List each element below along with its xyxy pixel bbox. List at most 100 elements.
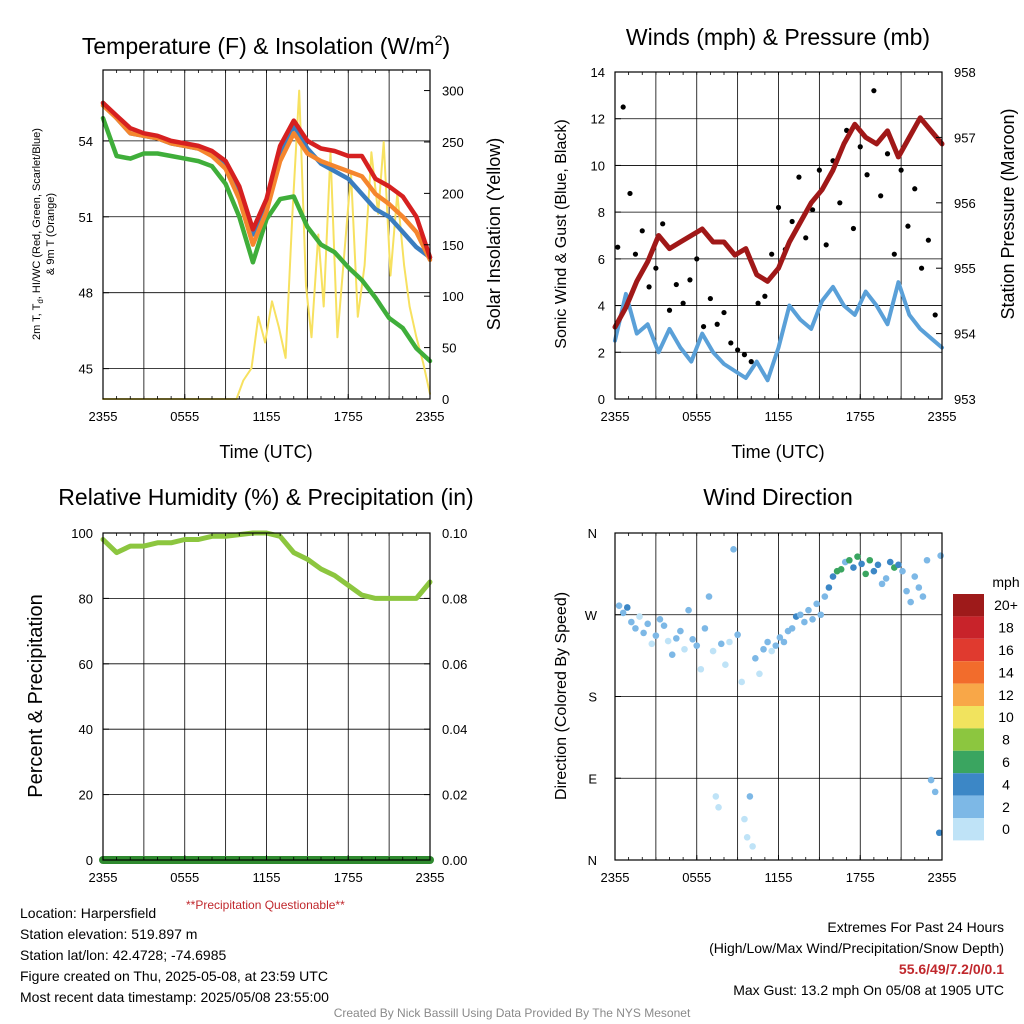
- x-tick-label: 1155: [765, 870, 793, 885]
- legend-swatch: [953, 818, 984, 841]
- humidity-panel: Relative Humidity (%) & Precipitation (i…: [25, 484, 474, 885]
- precipitation-note: **Precipitation Questionable**: [186, 898, 345, 912]
- direction-point: [648, 640, 656, 648]
- temperature-panel-title: Temperature (F) & Insolation (W/m2): [82, 32, 450, 59]
- legend-swatch: [953, 728, 984, 751]
- x-tick-label: 2355: [416, 409, 445, 424]
- x-tick-label: 2355: [89, 870, 118, 885]
- y-tick-label: 955: [954, 261, 976, 276]
- gust-point: [632, 251, 639, 257]
- gust-point: [646, 284, 652, 290]
- legend-label: 6: [1002, 754, 1010, 770]
- gust-point: [816, 167, 822, 173]
- y-tick-label: 957: [954, 130, 976, 145]
- figure-created: Figure created on Thu, 2025-05-08, at 23…: [20, 968, 328, 984]
- direction-point: [846, 556, 853, 564]
- y-tick-label: 100: [442, 289, 464, 304]
- y-tick-label: 953: [954, 392, 976, 407]
- y-tick-label: E: [588, 771, 597, 786]
- y-tick-label: 0.08: [442, 591, 467, 606]
- direction-point: [726, 638, 733, 646]
- temperature-panel: Temperature (F) & Insolation (W/m2) 2355…: [31, 32, 504, 462]
- y-tick-label: 300: [442, 84, 464, 99]
- y-tick-label: 40: [79, 722, 93, 737]
- direction-point: [756, 670, 763, 678]
- y-tick-label: 80: [79, 591, 93, 606]
- direction-point: [717, 640, 725, 648]
- direction-point: [907, 598, 914, 606]
- y-tick-label: 0.10: [442, 526, 467, 541]
- direction-point: [628, 618, 635, 626]
- direction-point: [632, 625, 639, 632]
- direction-point: [685, 606, 692, 614]
- legend-label: 20+: [994, 597, 1018, 613]
- direction-point: [805, 606, 812, 614]
- direction-point: [935, 829, 943, 837]
- series-temp2m: [100, 100, 433, 260]
- gust-point: [728, 340, 734, 346]
- direction-point: [862, 570, 869, 578]
- x-tick-label: 1755: [334, 870, 363, 885]
- x-tick-label: 0555: [682, 870, 711, 885]
- extremes-values: 55.6/49/7.2/0/0.1: [898, 961, 1004, 977]
- y-tick-label: 8: [598, 205, 605, 220]
- gust-point: [850, 225, 857, 232]
- direction-point: [722, 661, 729, 669]
- direction-point: [866, 556, 874, 564]
- gust-point: [925, 237, 931, 243]
- direction-point: [937, 552, 944, 560]
- y-tick-label: 0.04: [442, 722, 467, 737]
- x-tick-label: 2355: [601, 409, 630, 424]
- y-tick-label: 150: [442, 238, 464, 253]
- y-tick-label: 20: [79, 788, 93, 803]
- direction-point: [829, 573, 837, 580]
- y-tick-label: 956: [954, 196, 976, 211]
- x-tick-label: 2355: [928, 409, 957, 424]
- gust-point: [912, 186, 918, 192]
- legend-label: 0: [1002, 821, 1010, 837]
- y-tick-label: N: [588, 526, 597, 541]
- gust-point: [803, 235, 809, 241]
- gust-point: [673, 281, 679, 288]
- gust-point: [837, 200, 843, 206]
- y-tick-label: N: [588, 853, 597, 868]
- solar-y-label: Solar Insolation (Yellow): [484, 138, 504, 330]
- direction-point: [697, 665, 705, 673]
- direction-point: [689, 635, 696, 643]
- y-tick-label: 250: [442, 135, 464, 150]
- y-tick-label: 48: [79, 286, 93, 301]
- x-tick-label: 1155: [253, 870, 281, 885]
- y-tick-label: 51: [79, 210, 93, 225]
- direction-point: [768, 647, 775, 655]
- direction-point: [788, 625, 796, 632]
- gust-point: [755, 300, 761, 306]
- direction-point: [850, 564, 857, 571]
- legend-label: 2: [1002, 799, 1010, 815]
- direction-point: [746, 793, 754, 800]
- direction-point: [619, 609, 627, 617]
- direction-point: [738, 678, 746, 686]
- y-tick-label: 0.02: [442, 788, 467, 803]
- temperature-y-label-2: & 9m T (Orange): [45, 193, 57, 275]
- x-tick-label: 2355: [416, 870, 445, 885]
- direction-point: [854, 553, 861, 560]
- gust-point: [700, 323, 707, 330]
- pressure-y-label: Station Pressure (Maroon): [998, 108, 1018, 319]
- gust-point: [789, 218, 795, 225]
- direction-point: [886, 558, 894, 566]
- direction-point: [923, 556, 931, 564]
- direction-point: [709, 647, 717, 655]
- y-tick-label: 45: [79, 362, 93, 377]
- y-tick-label: 958: [954, 65, 976, 80]
- direction-point: [615, 602, 623, 609]
- wind-y-label: Sonic Wind & Gust (Blue, Black): [553, 119, 570, 348]
- direction-point: [636, 613, 643, 620]
- gust-point: [680, 300, 686, 306]
- y-tick-label: 0.00: [442, 853, 467, 868]
- x-tick-label: 1755: [846, 870, 875, 885]
- winds-panel-title: Winds (mph) & Pressure (mb): [626, 24, 930, 50]
- direction-point: [797, 611, 804, 619]
- speed-legend: mph 20+ 18 16 14 12 10 8 6 4 2 0: [953, 574, 1020, 841]
- gust-point: [735, 347, 741, 353]
- direction-point: [734, 631, 741, 639]
